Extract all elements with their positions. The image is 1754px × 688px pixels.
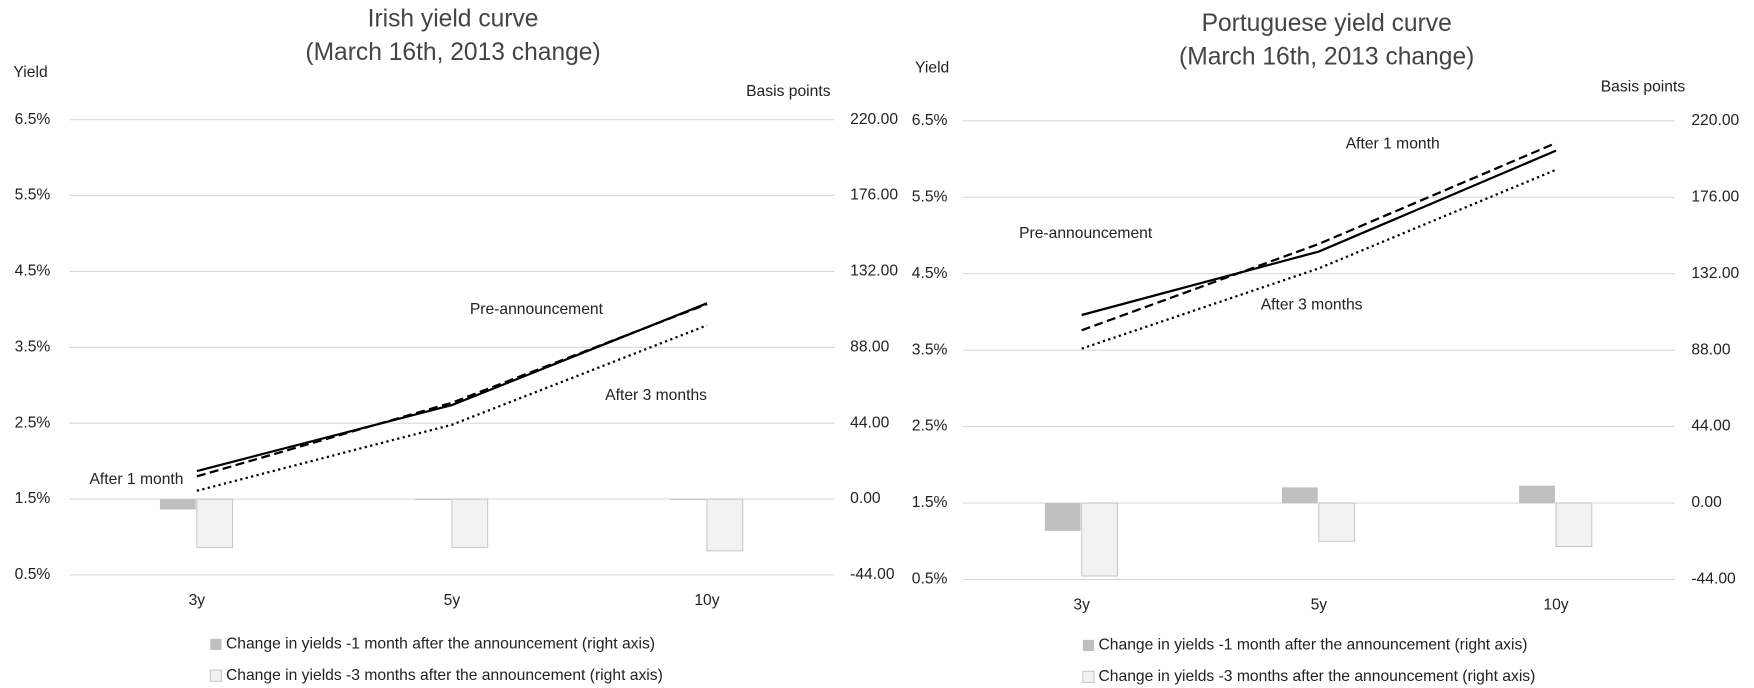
legend-swatch <box>1082 639 1095 652</box>
bar <box>159 499 196 510</box>
line <box>1081 141 1557 332</box>
bar <box>670 499 706 500</box>
y-tick-label: 5.5% <box>15 187 51 204</box>
line-annotation: After 3 months <box>1261 297 1363 314</box>
y2-tick-label: 176.00 <box>1691 188 1739 205</box>
y-tick-label: 2.5% <box>912 418 948 435</box>
x-tick-label: 5y <box>444 592 461 609</box>
y2-tick-label: 44.00 <box>850 414 889 431</box>
y2-tick-label: -44.00 <box>1691 571 1736 588</box>
y-tick-label: 3.5% <box>15 338 51 355</box>
chart-title: (March 16th, 2013 change) <box>305 39 600 66</box>
line-annotation: After 1 month <box>1346 135 1440 152</box>
y-tick-label: 1.5% <box>15 490 51 507</box>
y-tick-label: 6.5% <box>912 112 948 129</box>
legend-swatch <box>210 638 222 650</box>
line-annotation: After 1 month <box>89 471 183 488</box>
y2-axis-label: Basis points <box>746 83 831 100</box>
legend-label: Change in yields -3 months after the ann… <box>1098 668 1535 685</box>
bar <box>706 498 744 552</box>
bar <box>1044 503 1081 531</box>
bar <box>1081 502 1118 577</box>
bar <box>1281 487 1318 504</box>
line-annotation: Pre-announcement <box>1019 225 1153 242</box>
y2-tick-label: 44.00 <box>1691 418 1730 435</box>
y-tick-label: 6.5% <box>15 111 51 128</box>
y2-tick-label: 220.00 <box>850 111 898 128</box>
y-tick-label: 0.5% <box>15 566 51 583</box>
y2-tick-label: 88.00 <box>1691 341 1730 358</box>
line <box>196 303 708 478</box>
bar <box>196 498 234 548</box>
line <box>196 324 708 492</box>
x-tick-label: 10y <box>1543 596 1568 613</box>
x-tick-label: 10y <box>694 592 719 609</box>
legend-label: Change in yields -1 month after the anno… <box>226 635 655 652</box>
y2-tick-label: 132.00 <box>1691 265 1739 282</box>
chart-title: Portuguese yield curve <box>1202 10 1452 37</box>
y-tick-label: 3.5% <box>912 341 948 358</box>
line <box>1081 168 1557 350</box>
y-tick-label: 5.5% <box>912 188 948 205</box>
line-annotation: After 3 months <box>605 387 707 404</box>
y-tick-label: 4.5% <box>15 263 51 280</box>
y2-tick-label: 220.00 <box>1691 112 1739 129</box>
y2-tick-label: -44.00 <box>850 566 895 583</box>
line <box>1081 149 1557 317</box>
y-tick-label: 1.5% <box>912 494 948 511</box>
x-tick-label: 3y <box>189 592 206 609</box>
chart-title: (March 16th, 2013 change) <box>1179 44 1474 71</box>
chart-title: Irish yield curve <box>368 6 539 33</box>
legend-swatch <box>1082 670 1095 683</box>
line-annotation: Pre-announcement <box>470 301 604 318</box>
y2-tick-label: 132.00 <box>850 263 898 280</box>
x-tick-label: 5y <box>1311 596 1328 613</box>
y2-tick-label: 176.00 <box>850 187 898 204</box>
bar <box>451 498 489 548</box>
x-tick-label: 3y <box>1073 596 1090 613</box>
legend-label: Change in yields -3 months after the ann… <box>226 667 663 684</box>
bar <box>415 499 451 500</box>
legend-label: Change in yields -1 month after the anno… <box>1098 637 1527 654</box>
bar <box>1555 502 1593 547</box>
y2-axis-label: Basis points <box>1601 78 1686 95</box>
y2-tick-label: 88.00 <box>850 338 889 355</box>
y-axis-label: Yield <box>915 59 949 76</box>
y2-tick-label: 0.00 <box>1691 494 1722 511</box>
y-tick-label: 2.5% <box>15 414 51 431</box>
y-tick-label: 4.5% <box>912 265 948 282</box>
bar <box>1519 485 1555 504</box>
y2-tick-label: 0.00 <box>850 490 881 507</box>
legend-swatch <box>209 669 222 682</box>
y-axis-label: Yield <box>13 64 47 81</box>
y-tick-label: 0.5% <box>912 571 948 588</box>
bar <box>1318 502 1356 542</box>
